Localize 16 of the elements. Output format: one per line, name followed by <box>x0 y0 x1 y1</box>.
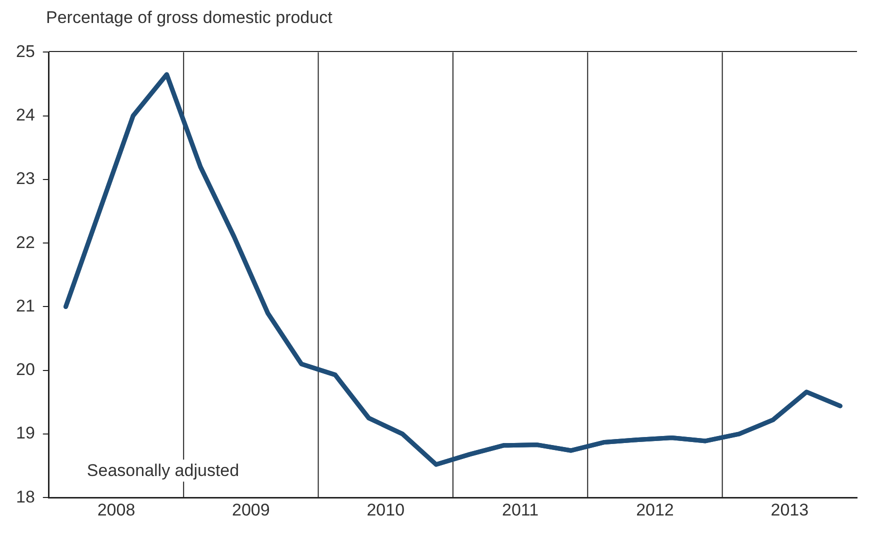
y-tick-label: 20 <box>16 360 35 380</box>
y-tick-label: 23 <box>16 169 35 188</box>
y-tick-label: 21 <box>16 296 35 316</box>
y-tick-label: 25 <box>16 42 35 61</box>
y-tick-label: 24 <box>16 106 35 125</box>
annotation: Seasonally adjusted <box>86 460 240 480</box>
y-tick-label: 22 <box>16 232 35 252</box>
x-tick-label: 2013 <box>770 500 809 520</box>
x-tick-label: 2011 <box>502 500 539 520</box>
x-tick-label: 2009 <box>232 500 270 520</box>
y-tick-label: 18 <box>16 487 35 506</box>
y-axis-title: Percentage of gross domestic product <box>46 8 332 28</box>
x-tick-label: 2010 <box>366 500 405 520</box>
x-tick-label: 2008 <box>97 500 136 520</box>
y-tick-label: 19 <box>16 424 35 443</box>
x-tick-label: 2012 <box>636 500 674 520</box>
